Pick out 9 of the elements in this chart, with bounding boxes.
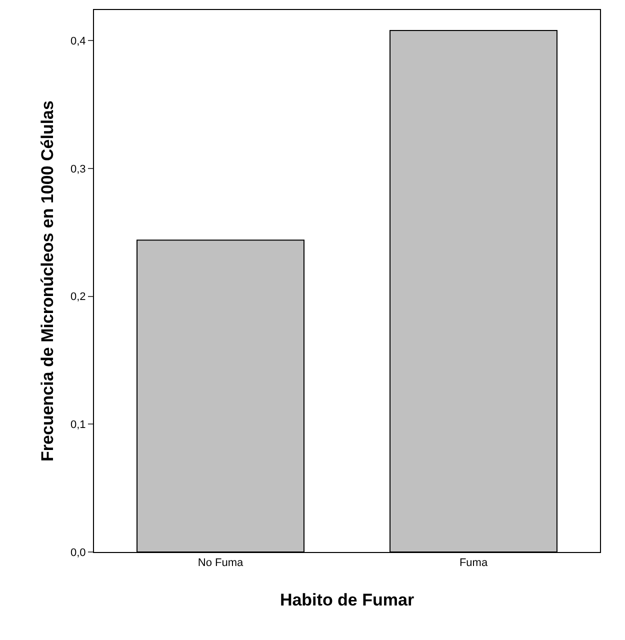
- y-tick-label: 0,1: [70, 419, 86, 432]
- y-axis-title: Frecuencia de Micronúcleos en 1000 Células: [38, 100, 58, 462]
- y-tick-label: 0,0: [70, 546, 86, 559]
- y-tick-label: 0,4: [70, 36, 86, 48]
- x-tick-label: Fuma: [459, 557, 488, 570]
- y-tick-label: 0,3: [70, 163, 86, 176]
- x-axis-title: Habito de Fumar: [280, 590, 414, 610]
- y-tick-label: 0,2: [70, 291, 86, 304]
- x-tick-label: No Fuma: [198, 557, 244, 570]
